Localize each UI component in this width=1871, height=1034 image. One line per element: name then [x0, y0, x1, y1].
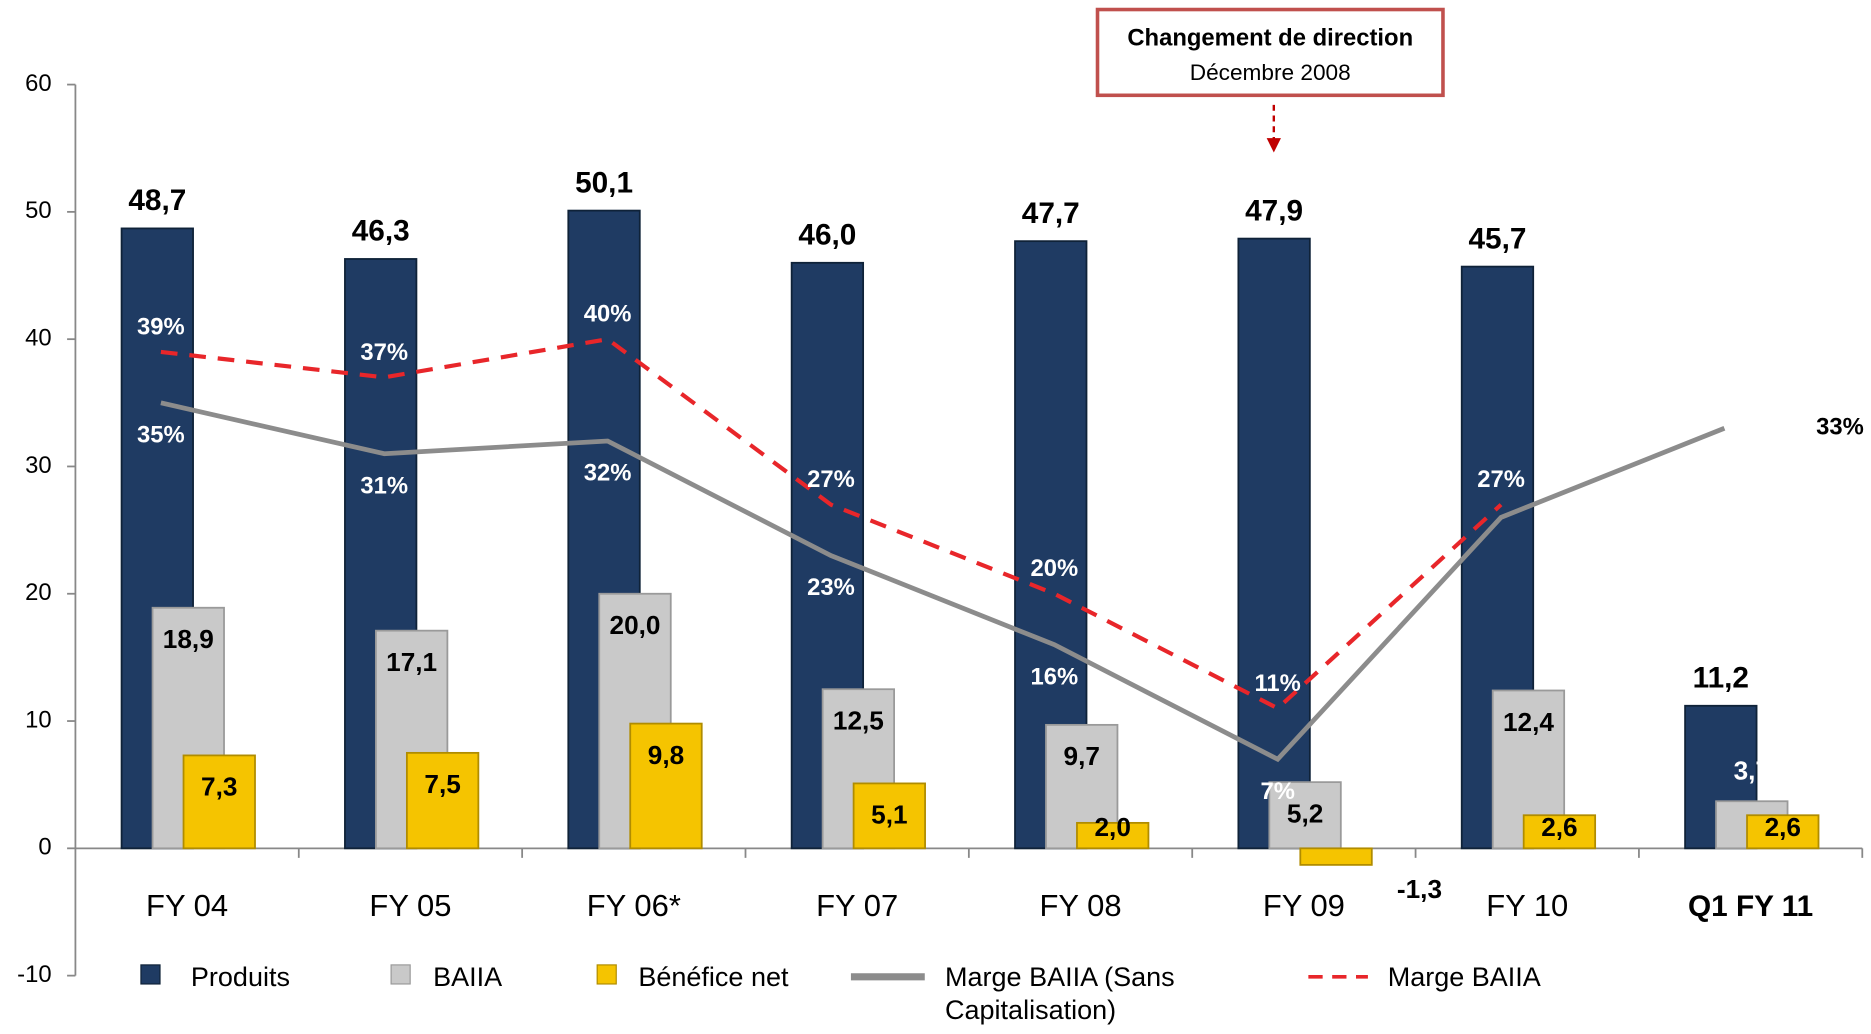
legend-label: BAIIA	[433, 961, 503, 992]
value-label: 39%	[137, 313, 185, 340]
value-label: 20,0	[610, 610, 661, 640]
value-label: 46,3	[352, 215, 410, 248]
x-tick-label: FY 08	[1039, 888, 1121, 923]
y-tick-label: 30	[25, 452, 52, 479]
value-label: 7,5	[424, 769, 460, 799]
annotation-title: Changement de direction	[1127, 25, 1413, 52]
y-tick-label: 10	[25, 706, 52, 733]
value-label: 12,4	[1503, 707, 1554, 737]
bar	[405, 751, 480, 850]
legend-swatch	[596, 964, 617, 985]
bar	[1076, 821, 1150, 850]
annotation-box	[1095, 7, 1445, 98]
x-tick-label: Q1 FY 11	[1688, 890, 1813, 923]
value-label: 9,7	[1064, 741, 1100, 771]
bar	[1522, 814, 1597, 850]
value-label: 33%	[1816, 414, 1864, 441]
value-label: 9,8	[648, 740, 684, 770]
value-label: 2,0	[1094, 812, 1130, 842]
x-tick-label: FY 09	[1263, 888, 1345, 923]
x-tick-label: FY 05	[369, 888, 451, 923]
value-label: 50,1	[575, 166, 633, 199]
value-label: 27%	[807, 466, 855, 493]
legend-label: Marge BAIIA	[1387, 961, 1541, 992]
y-tick-label: 50	[25, 197, 52, 224]
bar	[1268, 781, 1342, 850]
value-label: 5,1	[871, 800, 907, 830]
y-tick-label: 60	[25, 70, 52, 97]
legend-swatch	[140, 964, 161, 985]
value-label: 31%	[360, 472, 408, 499]
x-tick-label: FY 06*	[587, 888, 681, 923]
value-label: 23%	[807, 574, 855, 601]
x-tick-label: FY 07	[816, 888, 898, 923]
value-label: 12,5	[833, 705, 884, 735]
bar	[1746, 814, 1820, 850]
bar	[852, 782, 926, 850]
value-label: 46,0	[798, 218, 856, 251]
y-tick-label: -10	[17, 961, 51, 988]
value-label: 47,7	[1022, 197, 1080, 230]
value-label: 2,6	[1765, 812, 1801, 842]
value-label: 37%	[360, 339, 408, 366]
value-label: 7%	[1260, 778, 1294, 805]
value-label: 20%	[1030, 555, 1078, 582]
value-label: -1,3	[1397, 874, 1442, 904]
value-label: 11%	[1255, 670, 1301, 697]
x-tick-label: FY 04	[146, 888, 228, 923]
value-label: 17,1	[386, 647, 437, 677]
y-tick-label: 40	[25, 324, 52, 351]
value-label: 11,2	[1693, 661, 1749, 694]
value-label: 18,9	[163, 624, 214, 654]
legend-swatch	[390, 964, 411, 985]
value-label: 5,2	[1287, 798, 1323, 828]
bar	[182, 754, 256, 850]
value-label: 7,3	[201, 772, 237, 802]
line-series	[160, 336, 1503, 711]
value-label: 16%	[1030, 663, 1078, 690]
annotation-subtitle: Décembre 2008	[1190, 60, 1351, 85]
value-label: 32%	[584, 460, 632, 487]
y-tick-label: 0	[38, 834, 51, 861]
x-tick-label: FY 10	[1486, 888, 1568, 923]
value-label: 35%	[137, 421, 185, 448]
value-label: 3,7	[1734, 756, 1770, 786]
bar	[629, 722, 703, 850]
bar	[1299, 847, 1373, 866]
y-tick-label: 20	[25, 579, 52, 606]
value-label: 45,7	[1469, 222, 1527, 255]
value-label: 48,7	[128, 184, 186, 217]
value-label: 40%	[584, 301, 632, 328]
legend-label: Marge BAIIA (Sans Capitalisation)	[945, 961, 1175, 1026]
value-label: 27%	[1477, 466, 1525, 493]
line-series	[160, 400, 1726, 763]
value-label: 47,9	[1245, 194, 1303, 227]
value-label: 2,6	[1541, 812, 1577, 842]
legend-label: Produits	[190, 961, 290, 992]
legend-label: Bénéfice net	[638, 961, 789, 992]
